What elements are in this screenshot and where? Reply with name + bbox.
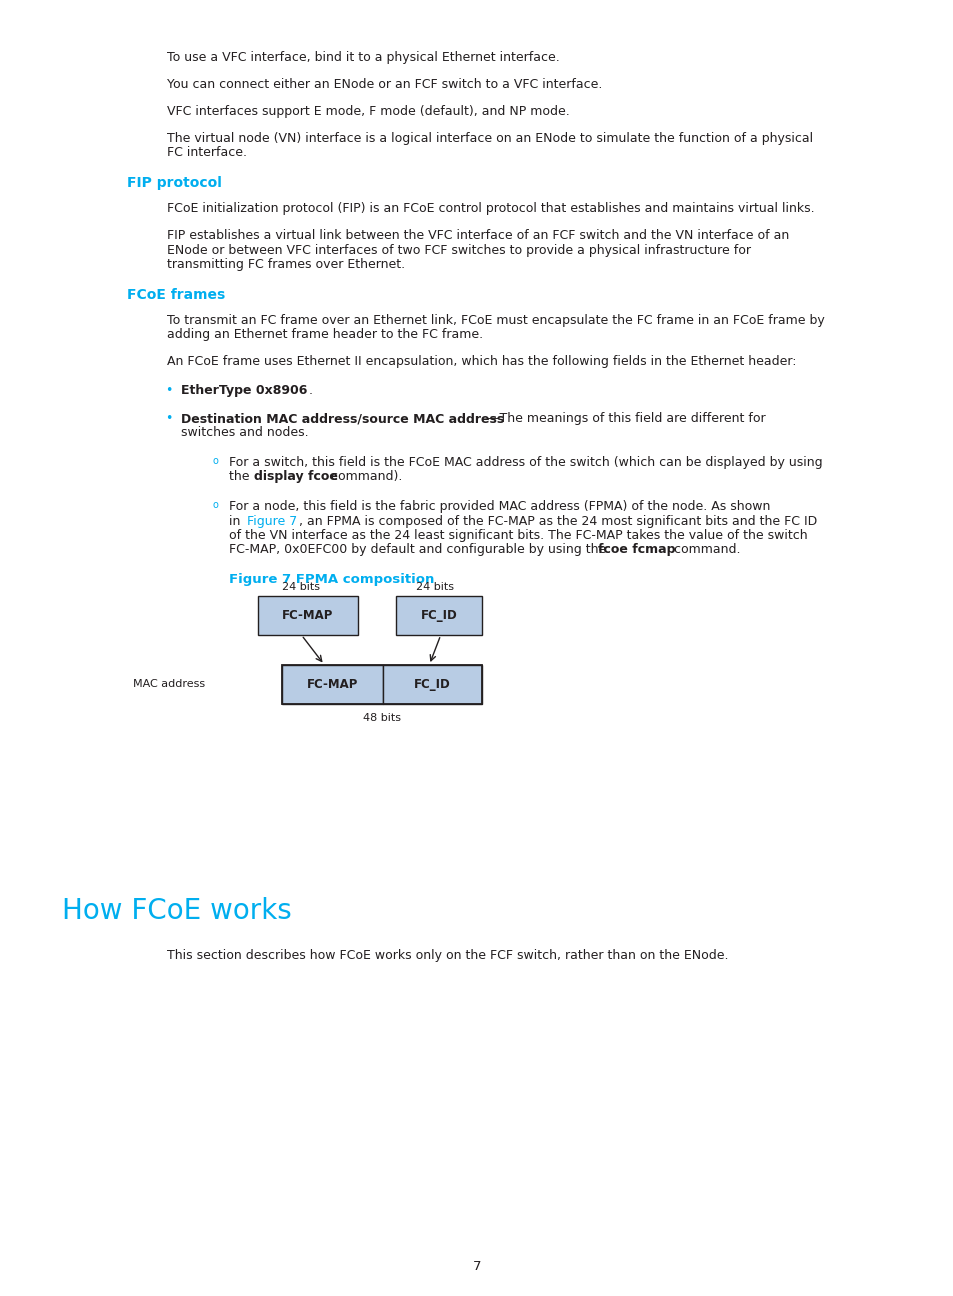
Text: An FCoE frame uses Ethernet II encapsulation, which has the following fields in : An FCoE frame uses Ethernet II encapsula… xyxy=(167,355,796,368)
Text: This section describes how FCoE works only on the FCF switch, rather than on the: This section describes how FCoE works on… xyxy=(167,949,728,962)
Text: , an FPMA is composed of the FC-MAP as the 24 most significant bits and the FC I: , an FPMA is composed of the FC-MAP as t… xyxy=(298,515,816,527)
FancyBboxPatch shape xyxy=(382,665,481,704)
Text: —The meanings of this field are different for: —The meanings of this field are differen… xyxy=(486,412,764,425)
FancyBboxPatch shape xyxy=(395,596,481,635)
Text: fcoe fcmap: fcoe fcmap xyxy=(598,543,675,556)
Text: FC-MAP: FC-MAP xyxy=(282,609,333,622)
Text: command.: command. xyxy=(669,543,740,556)
Text: o: o xyxy=(213,456,218,467)
Text: transmitting FC frames over Ethernet.: transmitting FC frames over Ethernet. xyxy=(167,258,405,271)
Text: .: . xyxy=(309,384,313,397)
Text: 24 bits: 24 bits xyxy=(416,582,454,592)
Text: Destination MAC address/source MAC address: Destination MAC address/source MAC addre… xyxy=(181,412,504,425)
Text: FC-MAP, 0x0EFC00 by default and configurable by using the: FC-MAP, 0x0EFC00 by default and configur… xyxy=(229,543,610,556)
Text: •: • xyxy=(165,384,172,397)
Text: display fcoe: display fcoe xyxy=(253,470,337,483)
Text: 7: 7 xyxy=(473,1260,480,1273)
Text: EtherType 0x8906: EtherType 0x8906 xyxy=(181,384,307,397)
Text: The virtual node (VN) interface is a logical interface on an ENode to simulate t: The virtual node (VN) interface is a log… xyxy=(167,132,812,145)
Text: VFC interfaces support E mode, F mode (default), and NP mode.: VFC interfaces support E mode, F mode (d… xyxy=(167,105,569,118)
Text: MAC address: MAC address xyxy=(132,679,205,689)
FancyBboxPatch shape xyxy=(257,596,357,635)
Text: For a node, this field is the fabric provided MAC address (FPMA) of the node. As: For a node, this field is the fabric pro… xyxy=(229,500,769,513)
Text: of the VN interface as the 24 least significant bits. The FC-MAP takes the value: of the VN interface as the 24 least sign… xyxy=(229,529,807,542)
Text: FC_ID: FC_ID xyxy=(414,678,450,691)
Text: FIP establishes a virtual link between the VFC interface of an FCF switch and th: FIP establishes a virtual link between t… xyxy=(167,229,788,242)
Text: •: • xyxy=(165,412,172,425)
Text: FC interface.: FC interface. xyxy=(167,146,247,159)
Text: 24 bits: 24 bits xyxy=(282,582,320,592)
Text: FC_ID: FC_ID xyxy=(420,609,456,622)
Text: command).: command). xyxy=(327,470,402,483)
Text: Figure 7 FPMA composition: Figure 7 FPMA composition xyxy=(229,573,434,586)
Text: switches and nodes.: switches and nodes. xyxy=(181,426,309,439)
FancyBboxPatch shape xyxy=(282,665,382,704)
Text: FCoE initialization protocol (FIP) is an FCoE control protocol that establishes : FCoE initialization protocol (FIP) is an… xyxy=(167,202,814,215)
Text: o: o xyxy=(213,500,218,511)
Text: How FCoE works: How FCoE works xyxy=(62,897,292,925)
Text: in: in xyxy=(229,515,244,527)
Text: adding an Ethernet frame header to the FC frame.: adding an Ethernet frame header to the F… xyxy=(167,328,482,341)
Text: To use a VFC interface, bind it to a physical Ethernet interface.: To use a VFC interface, bind it to a phy… xyxy=(167,51,559,64)
Text: 48 bits: 48 bits xyxy=(362,713,400,723)
Text: Figure 7: Figure 7 xyxy=(247,515,297,527)
Text: FC-MAP: FC-MAP xyxy=(307,678,357,691)
Text: For a switch, this field is the FCoE MAC address of the switch (which can be dis: For a switch, this field is the FCoE MAC… xyxy=(229,456,821,469)
Text: To transmit an FC frame over an Ethernet link, FCoE must encapsulate the FC fram: To transmit an FC frame over an Ethernet… xyxy=(167,314,823,327)
Text: You can connect either an ENode or an FCF switch to a VFC interface.: You can connect either an ENode or an FC… xyxy=(167,78,601,91)
Text: FCoE frames: FCoE frames xyxy=(127,288,225,302)
Text: ENode or between VFC interfaces of two FCF switches to provide a physical infras: ENode or between VFC interfaces of two F… xyxy=(167,244,750,257)
Text: FIP protocol: FIP protocol xyxy=(127,176,221,191)
Text: the: the xyxy=(229,470,253,483)
